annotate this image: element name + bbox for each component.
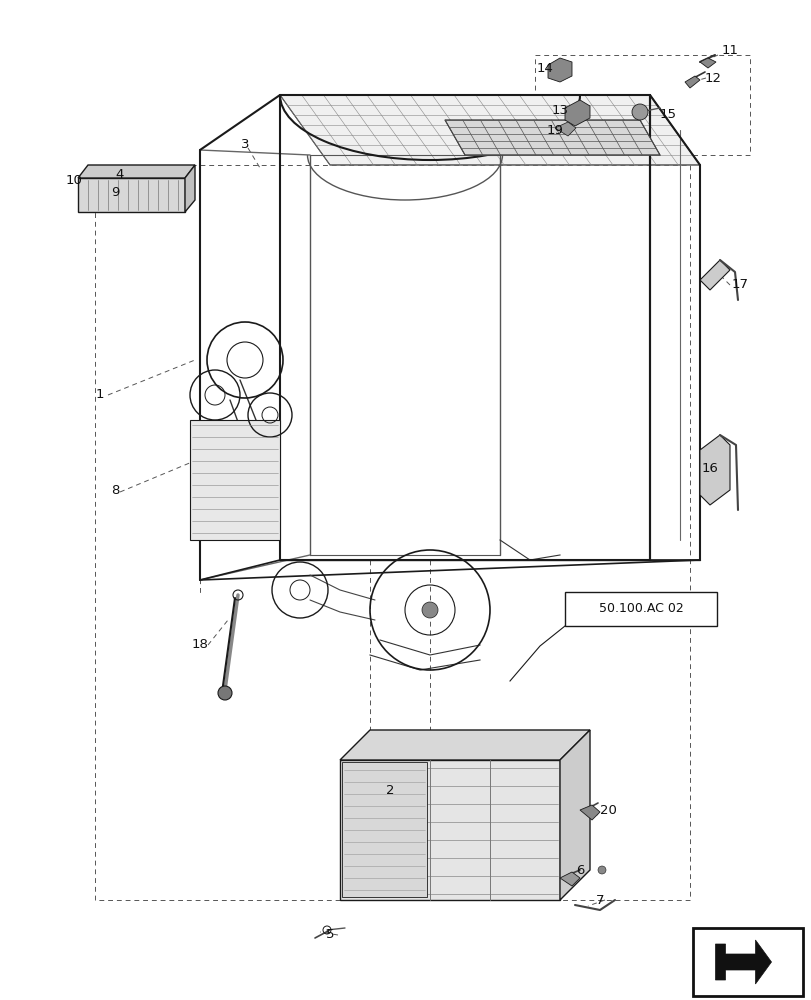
Text: 3: 3 [240, 138, 249, 151]
Polygon shape [547, 58, 571, 82]
Polygon shape [444, 120, 659, 155]
Circle shape [597, 866, 605, 874]
Circle shape [422, 602, 437, 618]
Polygon shape [560, 730, 590, 900]
Text: 12: 12 [704, 72, 721, 85]
Text: 5: 5 [325, 928, 334, 942]
Text: 9: 9 [110, 186, 119, 198]
Text: 17: 17 [731, 278, 748, 292]
Text: 11: 11 [721, 43, 737, 56]
Polygon shape [280, 95, 699, 165]
Polygon shape [340, 760, 560, 900]
Text: 19: 19 [546, 123, 563, 136]
Text: 20: 20 [599, 804, 616, 816]
Bar [692, 928, 802, 996]
Polygon shape [714, 940, 770, 984]
Text: 13: 13 [551, 104, 568, 116]
Text: 7: 7 [595, 894, 603, 906]
Polygon shape [78, 178, 185, 212]
Polygon shape [684, 76, 699, 88]
Bar [564, 592, 716, 626]
Text: 10: 10 [66, 174, 83, 186]
Bar [341, 762, 427, 897]
Polygon shape [560, 872, 579, 886]
Text: 50.100.AC 02: 50.100.AC 02 [598, 602, 683, 615]
Polygon shape [554, 122, 575, 136]
Text: 1: 1 [96, 388, 104, 401]
Circle shape [217, 686, 232, 700]
Text: 4: 4 [116, 168, 124, 182]
Polygon shape [564, 100, 590, 126]
Polygon shape [699, 435, 729, 505]
Text: 16: 16 [701, 462, 718, 475]
Text: 18: 18 [191, 639, 208, 652]
Text: 14: 14 [536, 62, 553, 75]
Text: 2: 2 [385, 784, 394, 796]
Text: 15: 15 [659, 108, 676, 121]
Polygon shape [699, 58, 715, 68]
Bar [190, 420, 280, 540]
Text: 6: 6 [575, 863, 583, 876]
Circle shape [631, 104, 647, 120]
Polygon shape [340, 730, 590, 760]
Polygon shape [78, 165, 195, 178]
Polygon shape [185, 165, 195, 212]
Polygon shape [579, 805, 599, 820]
Polygon shape [699, 260, 729, 290]
Text: 8: 8 [110, 484, 119, 496]
